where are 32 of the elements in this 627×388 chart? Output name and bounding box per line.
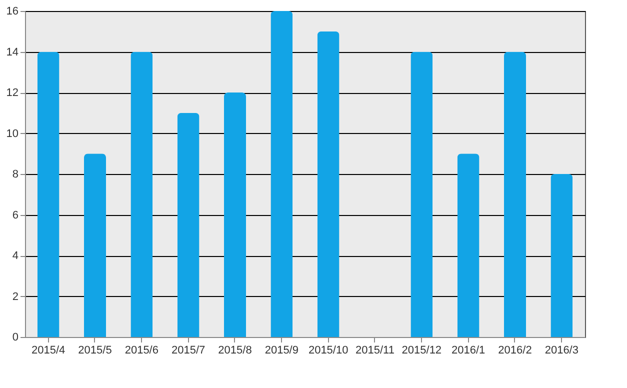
x-tick-label: 2015/7 [172,344,206,356]
bar [270,11,293,337]
bar [130,52,153,337]
y-tick-label: 4 [12,250,18,262]
x-tick-label: 2015/6 [124,344,158,356]
x-tick-label: 2016/2 [498,344,532,356]
bar [410,52,433,337]
x-tick-label: 2015/5 [78,344,112,356]
y-tick-label: 12 [6,87,18,99]
bar [457,154,480,337]
bar [317,31,340,337]
bar [504,52,526,337]
x-tick-label: 2015/9 [264,344,298,356]
y-tick-label: 10 [6,128,18,140]
y-tick-label: 0 [12,332,18,344]
x-tick-label: 2015/10 [308,344,348,356]
y-tick-label: 8 [12,168,18,180]
bar [550,174,573,337]
x-tick-label: 2016/3 [544,344,578,356]
bar [84,154,106,337]
y-tick-label: 6 [12,209,18,222]
x-tick-label: 2015/12 [402,344,442,356]
y-tick-label: 2 [12,290,18,303]
bar [177,112,200,337]
bar [37,52,60,337]
x-tick-label: 2015/11 [356,344,394,356]
y-tick-label: 14 [6,46,18,58]
x-tick-label: 2015/8 [218,344,252,356]
bar [224,92,246,337]
y-tick-label: 16 [6,6,18,18]
x-tick-label: 2016/1 [452,344,486,356]
x-tick-label: 2015/4 [32,344,66,356]
